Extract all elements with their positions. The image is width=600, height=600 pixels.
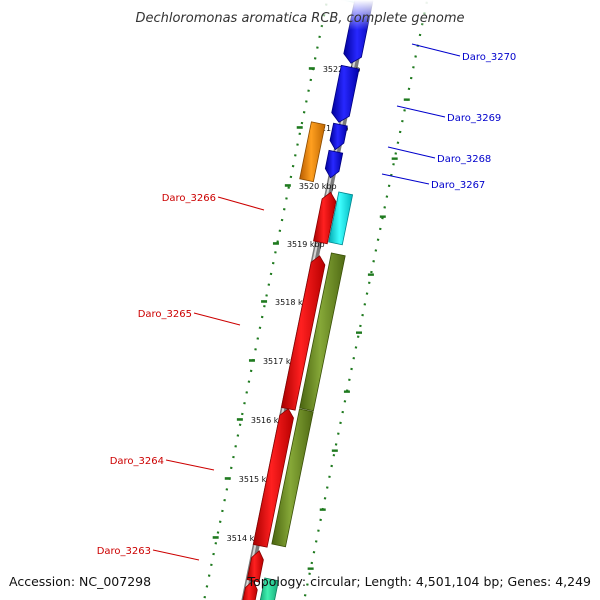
gene-arrow-daro-3265 [299, 252, 346, 412]
tick-label: 3519 kbp [287, 240, 325, 249]
leader-line [411, 43, 461, 57]
map-title: Dechloromonas aromatica RCB, complete ge… [135, 11, 464, 26]
gene-label[interactable]: Daro_3263 [97, 546, 151, 557]
leader-line [396, 105, 446, 118]
gene-label[interactable]: Daro_3264 [110, 456, 164, 467]
tick-label: 3521 kbp [311, 124, 349, 133]
gene-label[interactable]: Daro_3269 [447, 113, 501, 124]
gene-arrow-daro-3263 [246, 550, 264, 583]
topology-text: Topology: circular; Length: 4,501,104 bp… [247, 574, 591, 589]
tick-label: 3515 kbp [239, 475, 277, 484]
gene-arrow-red-2 [280, 255, 326, 411]
gene-arrow-daro-3267 [299, 121, 326, 183]
leader-line [381, 173, 430, 185]
gene-features [242, 0, 374, 600]
gene-label[interactable]: Daro_3266 [162, 193, 216, 204]
leader-line [387, 146, 436, 159]
gene-label[interactable]: Daro_3268 [437, 154, 491, 165]
gene-arrow-red-1 [313, 191, 337, 245]
tick-label: 3514 kbp [227, 534, 265, 543]
gene-arrow-daro-3264 [271, 408, 314, 548]
tick-label: 3516 kbp [251, 416, 289, 425]
gene-arrow-teal-bottom [259, 577, 279, 600]
gene-arrow-daro-3266 [328, 191, 354, 246]
top-fade [130, 0, 490, 30]
tick-label: 3520 kbp [299, 182, 337, 191]
gene-label[interactable]: Daro_3267 [431, 180, 485, 191]
gene-arrow-daro-3268 [329, 122, 348, 151]
leader-line [193, 312, 241, 326]
tick-label: 3518 kbp [275, 298, 313, 307]
gene-label[interactable]: Daro_3270 [462, 52, 516, 63]
gene-arrow-red-bottom [242, 580, 258, 600]
leader-line [165, 459, 215, 471]
leader-line [217, 196, 265, 211]
dotted-guide-left [303, 1, 428, 600]
accession-text: Accession: NC_007298 [9, 574, 151, 589]
gene-arrow-blue-small [324, 149, 344, 179]
label-leaders: Daro_3270 Daro_3269 Daro_3268 Daro_3267 Daro… [97, 43, 516, 561]
gene-label[interactable]: Daro_3265 [138, 309, 192, 320]
leader-line [152, 549, 200, 561]
gene-arrow-daro-3269 [331, 64, 360, 123]
tick-label: 3517 kbp [263, 357, 301, 366]
gene-arrow-red-3 [252, 408, 294, 548]
